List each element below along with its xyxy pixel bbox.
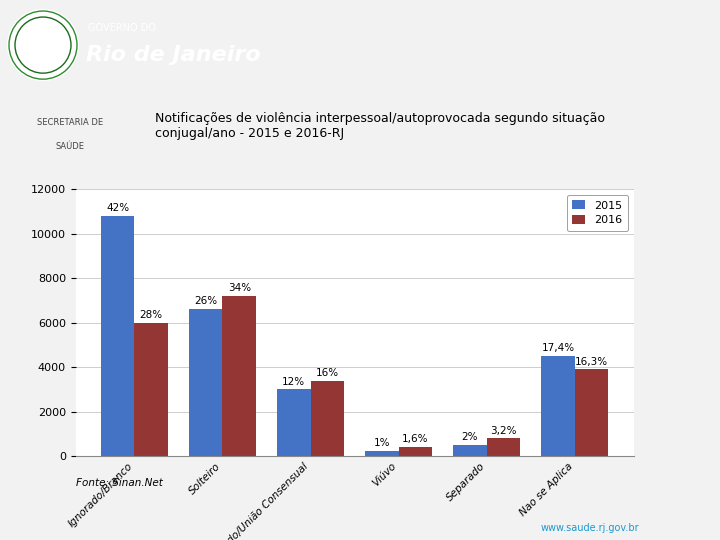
Text: 12%: 12% (282, 376, 305, 387)
Text: 42%: 42% (106, 203, 130, 213)
Text: 1%: 1% (374, 438, 390, 448)
Text: 16%: 16% (316, 368, 339, 377)
Bar (541, 356, 575, 456)
Text: SECRETARIA DE: SECRETARIA DE (37, 118, 103, 127)
Text: Notificações de violência interpessoal/autoprovocada segundo situação
conjugal/a: Notificações de violência interpessoal/a… (155, 112, 605, 140)
Bar (189, 309, 222, 456)
Bar (365, 451, 399, 456)
Text: 28%: 28% (140, 310, 163, 320)
Text: Fonte: Sinan.Net: Fonte: Sinan.Net (76, 478, 163, 488)
Text: www.saude.rj.gov.br: www.saude.rj.gov.br (541, 523, 639, 533)
Bar (101, 215, 135, 456)
Text: Rio de Janeiro: Rio de Janeiro (86, 45, 261, 65)
Legend: 2015, 2016: 2015, 2016 (567, 194, 628, 231)
Circle shape (7, 9, 79, 81)
Text: 2%: 2% (462, 432, 478, 442)
Text: 16,3%: 16,3% (575, 356, 608, 367)
Text: 26%: 26% (194, 296, 217, 306)
Bar (453, 445, 487, 456)
Bar (575, 369, 608, 456)
Text: 17,4%: 17,4% (541, 343, 575, 353)
Text: 1,6%: 1,6% (402, 435, 428, 444)
Text: GOVERNO DO: GOVERNO DO (88, 23, 156, 33)
Bar (135, 322, 168, 456)
Bar (487, 438, 520, 456)
Bar (222, 296, 256, 456)
Text: SAÚDE: SAÚDE (55, 141, 85, 151)
Bar (277, 389, 310, 456)
Bar (399, 447, 432, 456)
Text: 3,2%: 3,2% (490, 426, 517, 436)
Text: 34%: 34% (228, 283, 251, 293)
Bar (310, 381, 344, 456)
